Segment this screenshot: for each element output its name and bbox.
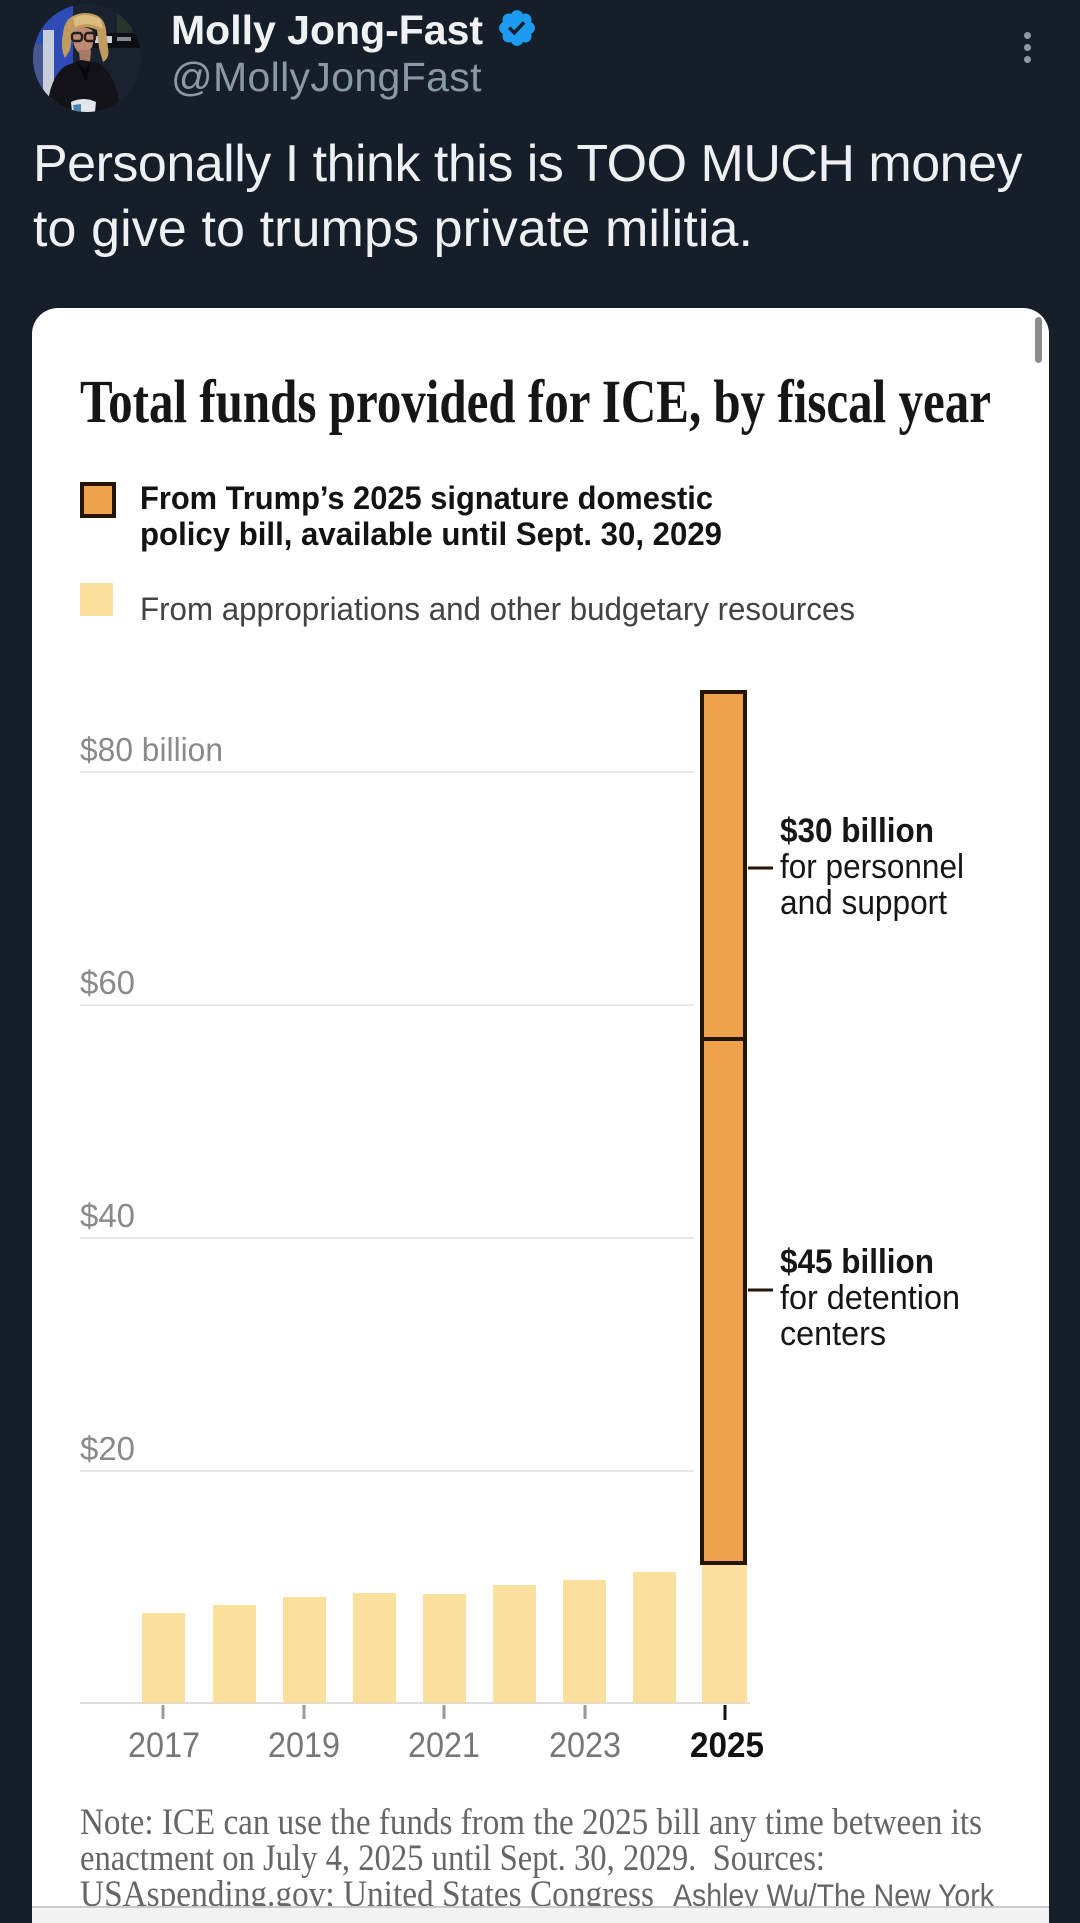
svg-text:$30 billion: $30 billion — [780, 812, 934, 850]
svg-text:$40: $40 — [80, 1197, 135, 1234]
svg-text:for personnel: for personnel — [780, 848, 964, 886]
svg-text:for detention: for detention — [780, 1279, 960, 1317]
svg-text:Total funds provided for ICE,: Total funds provided for ICE, by fiscal … — [80, 369, 991, 436]
svg-text:$45 billion: $45 billion — [780, 1243, 934, 1281]
svg-text:From appropriations and other: From appropriations and other budgetary … — [140, 591, 855, 627]
svg-text:Note: ICE can use the funds fr: Note: ICE can use the funds from the 202… — [80, 1802, 982, 1843]
svg-text:$20: $20 — [80, 1430, 135, 1467]
svg-text:enactment on July 4, 2025 unti: enactment on July 4, 2025 until Sept. 30… — [80, 1838, 825, 1879]
svg-text:centers: centers — [780, 1315, 886, 1353]
svg-text:and support: and support — [780, 884, 948, 922]
svg-text:$80 billion: $80 billion — [80, 731, 223, 768]
svg-text:$60: $60 — [80, 964, 135, 1001]
svg-text:From Trump’s 2025 signature do: From Trump’s 2025 signature domestic — [140, 480, 713, 516]
svg-text:policy bill, available until S: policy bill, available until Sept. 30, 2… — [140, 516, 722, 552]
svg-text:2023: 2023 — [549, 1726, 621, 1765]
svg-text:2017: 2017 — [128, 1726, 200, 1765]
svg-text:2019: 2019 — [268, 1726, 340, 1765]
svg-text:2025: 2025 — [690, 1726, 764, 1765]
svg-text:2021: 2021 — [408, 1726, 480, 1765]
